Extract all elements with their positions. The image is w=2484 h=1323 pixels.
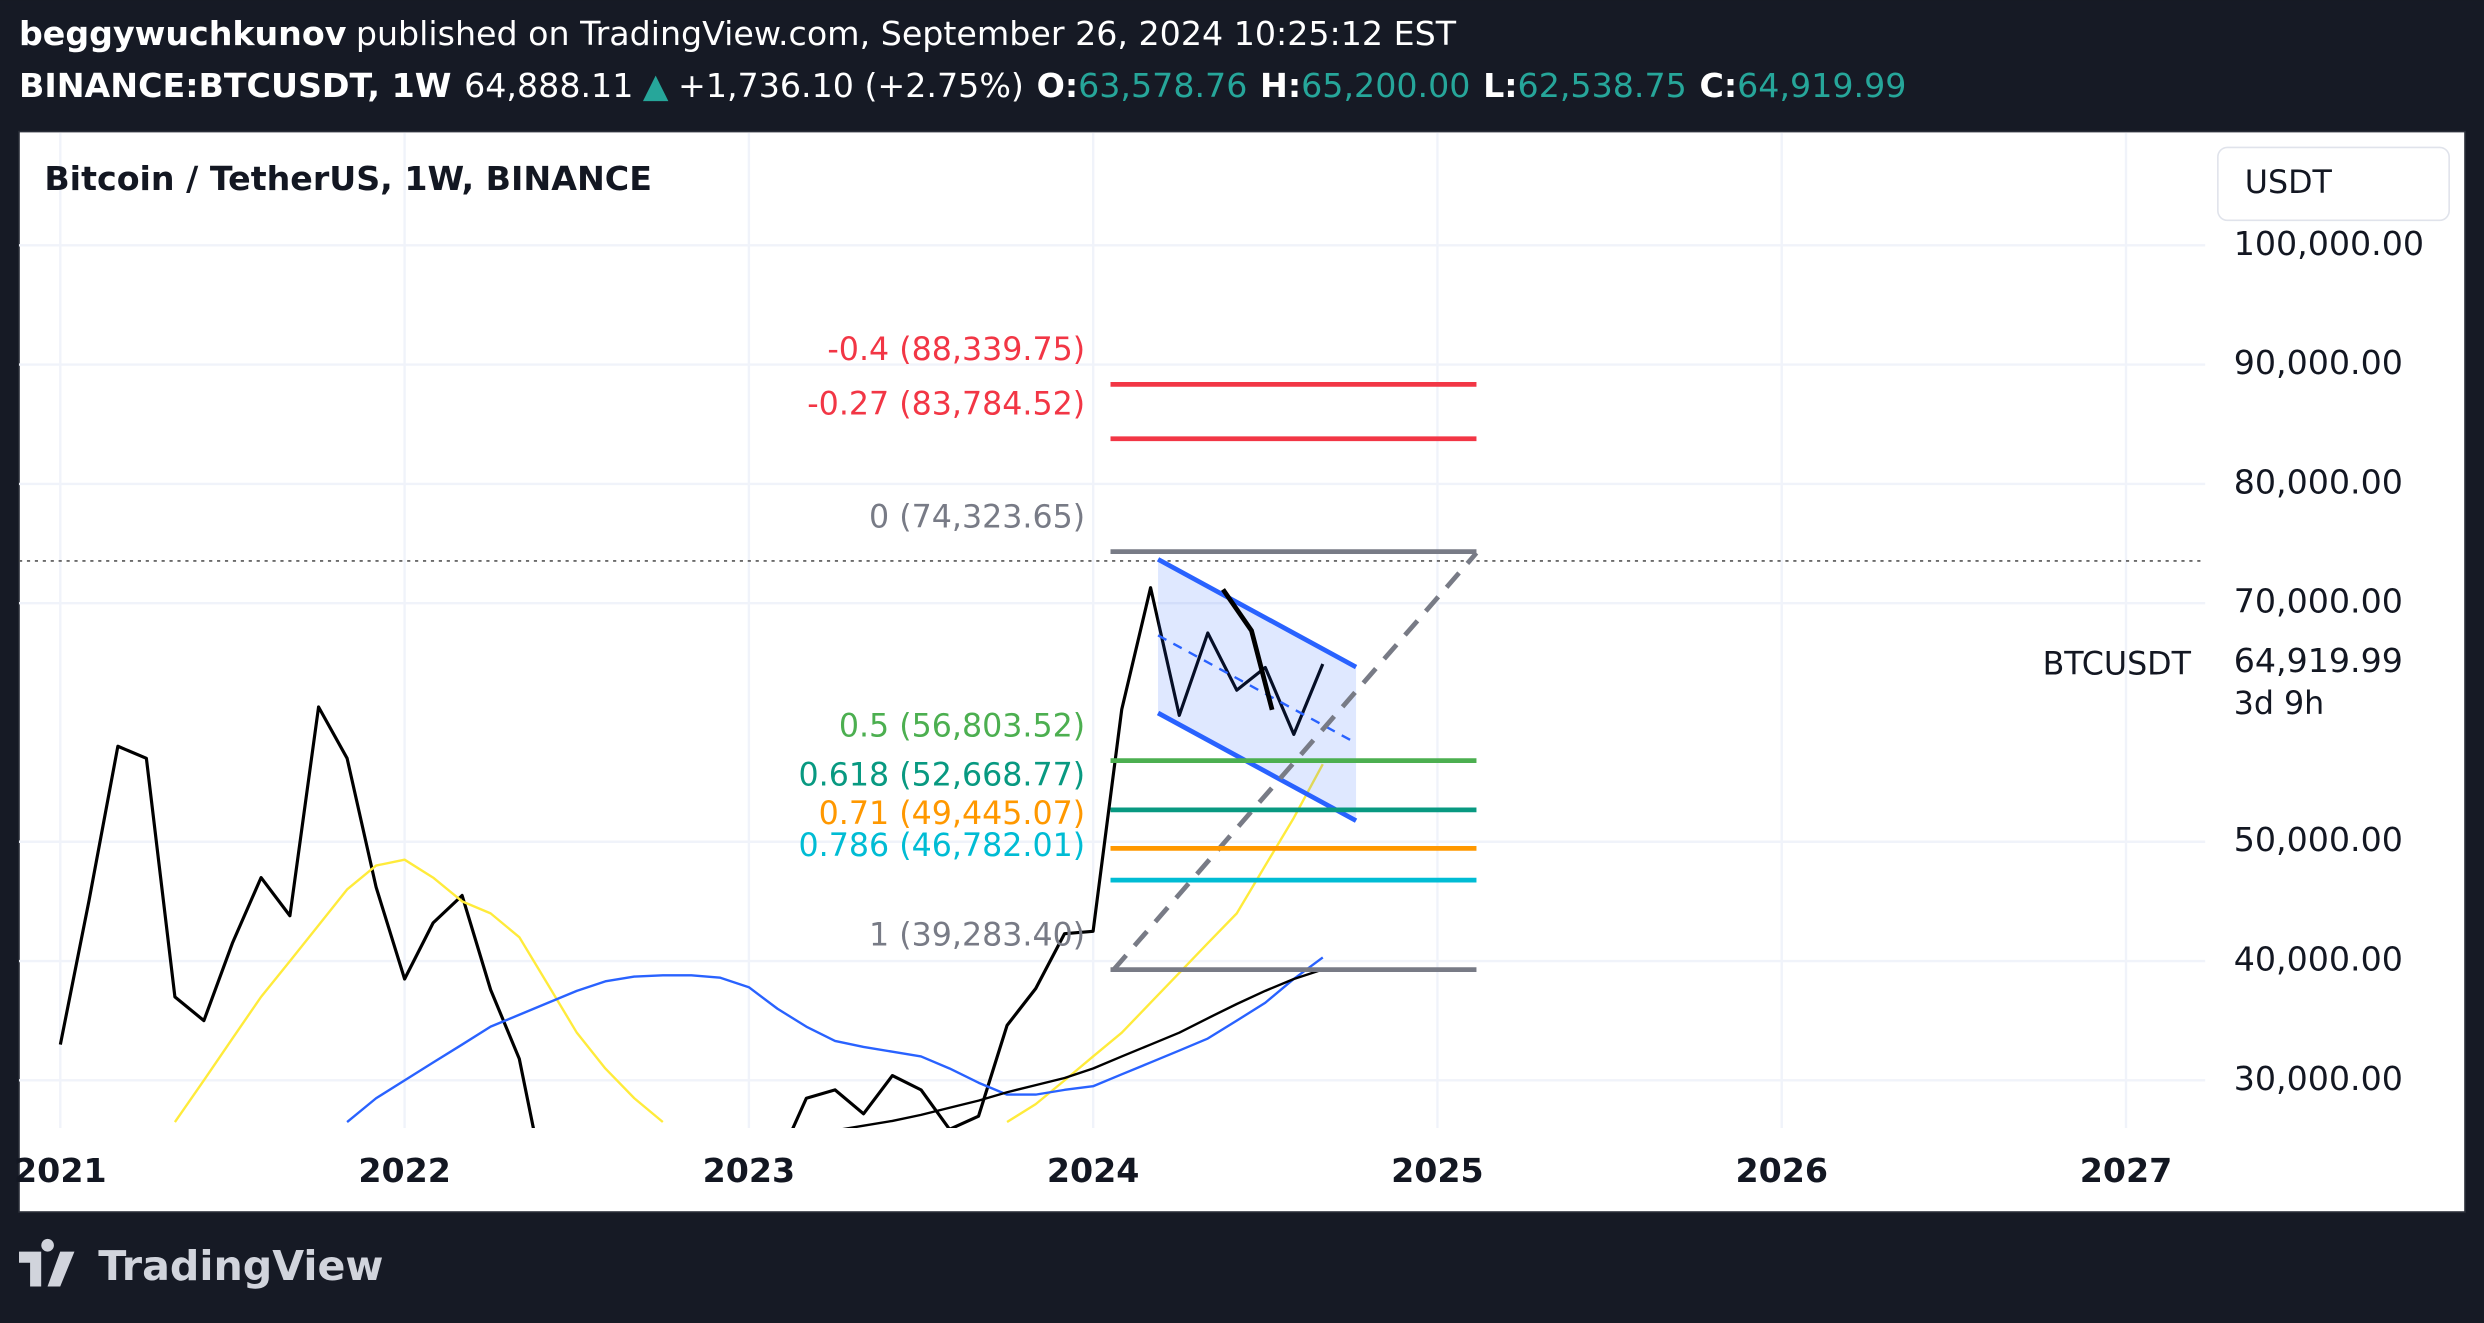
fib-label: 0.618 (52,668.77) <box>799 758 1086 794</box>
published: published on TradingView.com, September … <box>356 13 1457 52</box>
channel-lower <box>1156 710 1358 823</box>
plot <box>58 586 1325 1129</box>
fib-label: -0.27 (83,784.52) <box>807 386 1085 422</box>
x-tick-label: 2024 <box>1047 1151 1140 1190</box>
currency[interactable]: USDT <box>2245 165 2333 201</box>
author: beggywuchkunov <box>19 13 347 52</box>
axes <box>19 133 2206 1129</box>
change: +1,736.10 (+2.75%) <box>678 66 1024 105</box>
chart-panel <box>18 130 2466 1213</box>
channel-upper <box>1156 557 1358 670</box>
x-tick-label: 2026 <box>1735 1151 1828 1190</box>
series-line <box>173 763 1324 1124</box>
header-quote: BINANCE:BTCUSDT, 1W 64,888.11 ▲ +1,736.10 (… <box>19 66 1906 105</box>
trend-dashed <box>1111 551 1479 972</box>
ohlc-value: 63,578.76 <box>1078 66 1247 105</box>
ohlc-key: L: <box>1483 66 1517 105</box>
fib-label: 0.5 (56,803.52) <box>839 708 1085 744</box>
last-price: 64,919.99 <box>2234 641 2403 680</box>
symbol-label: BTCUSDT <box>2043 646 2192 682</box>
symbol: BINANCE:BTCUSDT, 1W <box>19 66 451 105</box>
path-drawing <box>1221 588 1275 711</box>
series-line <box>842 968 1324 1129</box>
fib-label: 1 (39,283.40) <box>869 917 1085 953</box>
y-tick-label: 80,000.00 <box>2234 462 2403 501</box>
x-tick-label: 2025 <box>1391 1151 1484 1190</box>
ohlc-value: 64,919.99 <box>1737 66 1906 105</box>
y-tick-label: 40,000.00 <box>2234 940 2403 979</box>
header-line: beggywuchkunov published on TradingView.c… <box>19 13 1457 52</box>
currency-button[interactable] <box>2217 146 2450 222</box>
channel-mid <box>1157 634 1357 745</box>
fib-label: -0.4 (88,339.75) <box>827 332 1085 368</box>
fib-label: 0 (74,323.65) <box>869 499 1085 535</box>
ohlc-value: 62,538.75 <box>1518 66 1687 105</box>
ohlc-key: H: <box>1260 66 1301 105</box>
chart-title: Bitcoin / TetherUS, 1W, BINANCE <box>44 159 652 198</box>
y-tick-label: 30,000.00 <box>2234 1059 2403 1098</box>
logo: TradingView <box>19 1238 383 1290</box>
y-tick-label: 90,000.00 <box>2234 343 2403 382</box>
y-tick-label: 70,000.00 <box>2234 582 2403 621</box>
logo-mark <box>19 1238 75 1287</box>
logo-text: TradingView <box>98 1242 383 1290</box>
ohlc-key: C: <box>1699 66 1737 105</box>
fib-label: 0.71 (49,445.07) <box>819 796 1086 832</box>
fib-label: 0.786 (46,782.01) <box>799 828 1086 864</box>
x-tick-label: 2022 <box>358 1151 451 1190</box>
y-tick-label: 100,000.00 <box>2234 224 2424 263</box>
last: 64,888.11 <box>464 66 633 105</box>
series-line <box>346 956 1324 1123</box>
countdown: 3d 9h <box>2234 686 2325 722</box>
x-tick-label: 2027 <box>2080 1151 2173 1190</box>
ohlc-key: O: <box>1037 66 1079 105</box>
series-line <box>58 586 1325 1129</box>
y-tick-label: 50,000.00 <box>2234 820 2403 859</box>
x-tick-label: 2023 <box>703 1151 796 1190</box>
x-tick-label: 2021 <box>14 1151 107 1190</box>
ohlc-value: 65,200.00 <box>1301 66 1470 105</box>
arrow: ▲ <box>643 66 669 105</box>
